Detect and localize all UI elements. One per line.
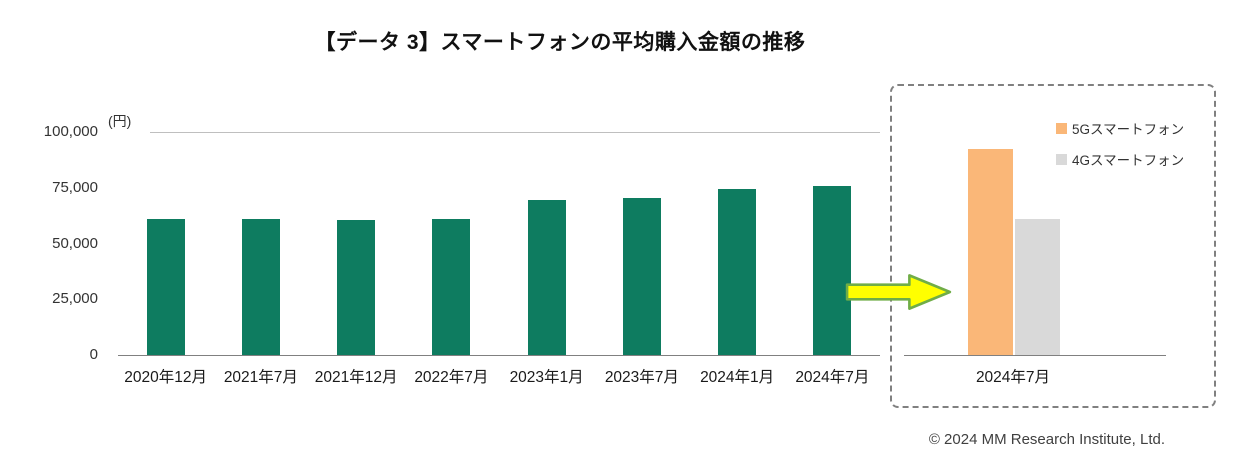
- y-axis-unit: (円): [108, 113, 132, 129]
- x-tick-label: 2022年7月: [414, 369, 489, 386]
- x-tick-label: 2021年12月: [314, 369, 398, 386]
- bar-2022年7月: [432, 218, 471, 355]
- arrow-shape: [845, 274, 952, 310]
- bar-2024年1月: [718, 188, 757, 355]
- x-tick-label: 2024年7月: [795, 369, 870, 386]
- legend-swatch-icon: [1056, 153, 1067, 165]
- arrow-icon: [845, 272, 953, 312]
- bar-2024年7月: [813, 185, 852, 355]
- bar-2023年1月: [527, 200, 566, 355]
- legend-item: 4Gスマートフォン: [1056, 149, 1184, 169]
- y-tick-label: 25,000: [52, 290, 98, 308]
- x-tick-label: 2024年1月: [700, 369, 775, 386]
- legend-swatch-icon: [1056, 122, 1067, 134]
- x-tick-label: 2021年7月: [223, 369, 298, 386]
- bar-2021年7月: [241, 218, 280, 355]
- legend-label: 4Gスマートフォン: [1072, 153, 1185, 168]
- gridline-100000: [150, 132, 880, 133]
- x-axis-line: [118, 355, 880, 356]
- y-axis: 0 25,000 50,000 75,000 100,000: [14, 123, 98, 363]
- inset-x-label: 2024年7月: [975, 369, 1051, 386]
- x-tick-label: 2020年12月: [124, 369, 207, 386]
- legend-item: 5Gスマートフォン: [1056, 118, 1184, 138]
- inset-plot: 2024年7月: [900, 132, 1168, 386]
- inset-bar-4Gスマートフォン: [1015, 218, 1060, 355]
- copyright: © 2024 MM Research Institute, Ltd.: [928, 431, 1165, 448]
- chart-title: 【データ 3】スマートフォンの平均購入金額の推移: [314, 31, 806, 54]
- bar-2021年12月: [337, 220, 376, 355]
- x-tick-label: 2023年1月: [509, 369, 584, 386]
- y-tick-label: 0: [89, 346, 98, 363]
- main-plot: 2020年12月 2021年7月 2021年12月 2022年7月 2023年1月 202…: [118, 132, 880, 386]
- legend-label: 5Gスマートフォン: [1072, 122, 1185, 137]
- bar-2023年7月: [622, 197, 661, 355]
- inset-x-axis-line: [904, 355, 1166, 356]
- inset-bar-5Gスマートフォン: [968, 148, 1013, 355]
- y-tick-label: 100,000: [43, 123, 98, 140]
- legend: 5Gスマートフォン 4Gスマートフォン: [1056, 118, 1184, 169]
- x-tick-label: 2023年7月: [604, 369, 679, 386]
- bar-2020年12月: [146, 218, 185, 355]
- y-tick-label: 75,000: [52, 178, 98, 196]
- y-tick-label: 50,000: [52, 234, 98, 252]
